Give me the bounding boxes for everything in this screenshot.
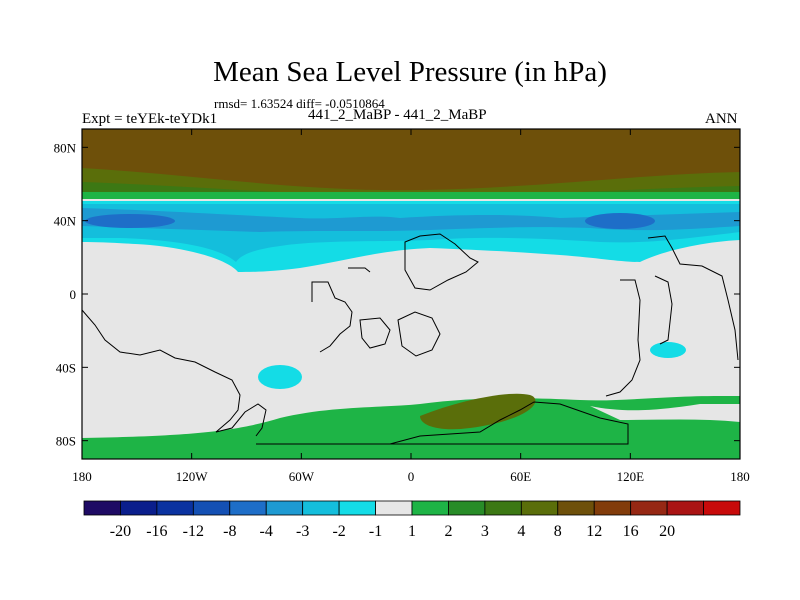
colorbar-swatch-0 <box>83 500 121 516</box>
coastline-africa-north <box>311 281 353 353</box>
map-title: Mean Sea Level Pressure (in hPa) <box>213 56 607 88</box>
dateline-low <box>85 214 175 228</box>
mid-lat-band-3 <box>82 208 740 232</box>
colorbar-swatch-11 <box>484 500 522 516</box>
colorbar-label-1: -16 <box>146 523 167 540</box>
y-tick-label-0: 80N <box>54 140 77 155</box>
colorbar-label-13: 12 <box>586 523 602 540</box>
colorbar-swatch-1 <box>120 500 158 516</box>
colorbar-label-15: 20 <box>659 523 675 540</box>
colorbar-swatch-17 <box>703 500 741 516</box>
coastlines <box>81 233 739 445</box>
colorbar-swatch-16 <box>666 500 704 516</box>
colorbar-swatch-2 <box>156 500 194 516</box>
colorbar-swatch-4 <box>229 500 267 516</box>
coastline-arabia <box>404 233 479 291</box>
map-field <box>82 129 740 459</box>
colorbar-swatch-7 <box>338 500 376 516</box>
y-tick-label-1: 40N <box>54 214 77 229</box>
colorbar-swatch-6 <box>302 500 340 516</box>
coastline-east-asia <box>647 235 739 361</box>
x-tick-label-3: 0 <box>408 469 415 484</box>
north-band-2 <box>82 192 740 199</box>
coastline-antarctica <box>256 401 629 445</box>
coastline-australia <box>654 275 673 345</box>
south-gap <box>590 404 740 422</box>
colorbar-label-9: 2 <box>444 523 452 540</box>
coastline-americas <box>81 309 241 433</box>
x-tick-label-0: 180 <box>72 469 92 484</box>
y-tick-label-2: 0 <box>70 287 77 302</box>
australia-low <box>650 342 686 358</box>
colorbar-swatch-14 <box>593 500 632 516</box>
colorbar-label-3: -8 <box>223 523 236 540</box>
colorbar-swatch-13 <box>557 500 595 516</box>
south-atlantic-low <box>258 365 302 389</box>
axis-ticks: 180 120W 60W 0 60E 120E 180 80N 40N 0 40S 80S <box>54 129 750 484</box>
colorbar-label-0: -20 <box>110 523 131 540</box>
season-label: ANN <box>705 111 738 127</box>
colorbar-swatch-15 <box>630 500 668 516</box>
north-pacific-low <box>585 213 655 229</box>
x-tick-label-4: 60E <box>510 469 531 484</box>
colorbar-swatch-8 <box>375 500 413 516</box>
south-high-core <box>420 393 536 430</box>
colorbar-label-5: -3 <box>296 523 309 540</box>
y-tick-label-4: 80S <box>56 434 76 449</box>
coastline-southeast-asia <box>605 279 641 397</box>
colorbar-swatch-5 <box>265 500 304 516</box>
case-label: 441_2_MaBP - 441_2_MaBP <box>308 107 487 123</box>
experiment-label: Expt = teYEk-teYDk1 <box>82 111 218 127</box>
colorbar-label-12: 8 <box>554 523 562 540</box>
south-band-2 <box>82 396 740 459</box>
stats-label: rmsd= 1.63524 diff= -0.0510864 <box>214 96 385 111</box>
coastline-south-america <box>215 403 267 437</box>
colorbar-label-2: -12 <box>183 523 204 540</box>
x-tick-label-6: 180 <box>730 469 750 484</box>
colorbar-label-14: 16 <box>623 523 639 540</box>
x-tick-label-1: 120W <box>176 469 209 484</box>
colorbar-label-11: 4 <box>517 523 525 540</box>
colorbar-swatch-3 <box>192 500 231 516</box>
colorbar-swatch-12 <box>520 500 559 516</box>
colorbar-swatch-9 <box>411 500 449 516</box>
coastline-madagascar <box>359 317 391 349</box>
colorbar-label-7: -1 <box>369 523 382 540</box>
coastline-europe <box>348 267 371 273</box>
y-tick-label-3: 40S <box>56 360 76 375</box>
colorbar-label-10: 3 <box>481 523 489 540</box>
colorbar: -20 -16 -12 -8 -4 -3 -2 -1 1 2 3 4 8 12 16 20 <box>83 500 741 540</box>
x-tick-label-2: 60W <box>289 469 315 484</box>
colorbar-label-8: 1 <box>408 523 416 540</box>
colorbar-label-4: -4 <box>260 523 273 540</box>
x-tick-label-5: 120E <box>617 469 645 484</box>
coastline-india <box>397 311 441 357</box>
colorbar-swatch-10 <box>448 500 486 516</box>
colorbar-label-6: -2 <box>332 523 345 540</box>
